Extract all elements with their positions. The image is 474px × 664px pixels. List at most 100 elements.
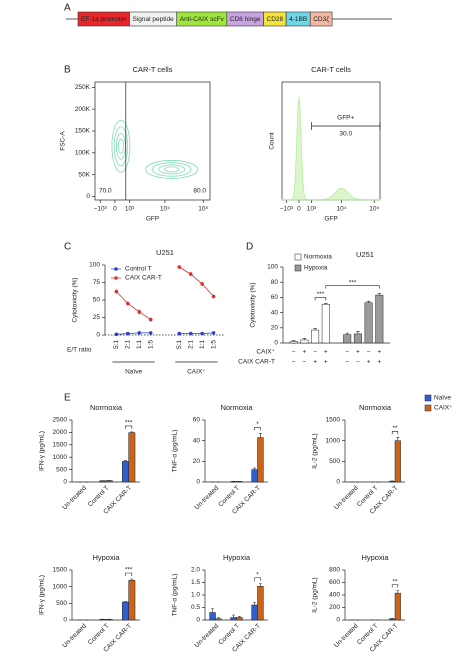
construct-label: Signal peptide [133,16,175,23]
y-tick-label: 0.5 [191,604,200,611]
contour-line [158,164,186,175]
x-tick-label: 10³ [307,206,317,213]
error-bar [130,431,134,433]
error-bar [302,338,307,340]
construct-label: EF-1a promoter [81,16,127,23]
error-bar [211,608,215,613]
chart-title: CAR-T cells [311,65,351,74]
error-bar [123,601,128,602]
y-tick-label: 0 [274,340,278,347]
condition-mark: + [356,349,360,356]
y-tick-label: 0 [63,479,67,486]
condition-mark: + [324,359,328,366]
y-tick-label: 80 [271,279,279,286]
contour-line [113,126,129,167]
point [177,331,182,336]
condition-mark: − [313,349,317,356]
legend-swatch [294,253,302,261]
error-bar [356,331,360,334]
y-tick-label: 100 [89,262,100,269]
y-tick-label: 60 [271,294,279,301]
x-tick-label: Un-treated [333,484,360,511]
significance-bracket [325,285,380,289]
significance-bracket [125,572,133,576]
condition-mark: + [313,359,317,366]
y-tick-label: 0 [96,332,100,339]
y-axis-label: IL-2 (pg/mL) [312,577,319,612]
bar [215,618,222,621]
group-label: CAIX⁺ [187,369,206,376]
y-tick-label: 20 [271,325,279,332]
y-tick-label: 0 [336,479,340,486]
contour-line [151,162,192,177]
condition-mark: − [367,349,371,356]
y-axis-label: TNF-α (pg/mL) [172,430,179,473]
y-tick-label: 1500 [53,442,68,449]
panel-label: A [64,3,71,14]
y-axis-label: FSC-A [60,131,67,151]
construct-label: Anti-CAIX scFv [180,16,225,23]
panel-label: C [64,242,71,253]
condition-mark: + [303,349,307,356]
y-axis-label: IL-2 (pg/mL) [312,433,319,468]
error-bar [377,293,382,296]
y-tick-label: 1.5 [191,579,200,586]
significance-label: ** [392,425,398,432]
gate-percent: 30.0 [339,131,352,138]
x-axis-label: GFP [324,216,337,223]
y-tick-label: 25 [93,314,101,321]
point [211,294,216,299]
y-tick-label: 50K [78,171,90,178]
y-tick-label: 0 [336,617,340,624]
y-tick-label: 150K [75,128,91,135]
bar [257,437,264,483]
significance-label: *** [125,420,133,427]
error-bar [313,328,317,331]
gate-label: GFP+ [337,115,354,122]
significance-bracket [125,425,133,429]
y-axis-label: TNF-α (pg/mL) [172,574,179,617]
condition-mark: − [292,349,296,356]
point [126,301,130,306]
y-tick-label: 400 [329,592,340,599]
bar [257,586,264,621]
chart-title: Hypoxia [223,553,251,562]
y-tick-label: 40 [193,437,201,444]
x-tick-label: 1:1 [136,340,143,349]
error-bar [232,614,236,618]
chart-title: Hypoxia [92,553,120,562]
x-tick-label: 10⁴ [160,206,170,213]
x-tick-label: 5:1 [176,340,183,349]
y-axis-label: IFN-γ (pg/mL) [39,431,46,471]
y-tick-label: 100 [267,264,278,271]
y-tick-label: 1.0 [191,592,200,599]
x-tick-label: −10³ [94,206,108,213]
bar [99,480,107,483]
condition-mark: − [345,349,349,356]
condition-mark: + [367,359,371,366]
point [137,331,142,335]
bar [343,334,352,344]
x-tick-label: 1:5 [147,340,154,349]
condition-mark: − [303,359,307,366]
x-tick-label: 10³ [125,206,135,213]
contour-line [145,160,199,179]
bar [209,612,216,621]
significance-bracket [391,431,399,435]
x-axis-label: E/T ratio [67,347,92,354]
bar [375,294,384,344]
legend-label: Naïve [434,395,451,402]
x-tick-label: 10⁴ [337,206,347,213]
error-bar [291,340,296,342]
legend-label: Hypoxia [304,265,328,272]
y-axis-label: IFN-γ (pg/mL) [39,575,46,615]
panel-label: E [64,393,71,404]
x-tick-label: 1:5 [210,340,217,349]
point [211,331,216,335]
series-line [116,332,151,335]
y-tick-label: 2000 [53,429,68,436]
x-tick-label: Un-treated [61,484,88,511]
series-line [179,266,214,297]
error-bar [130,578,134,581]
y-tick-label: 100K [75,150,91,157]
